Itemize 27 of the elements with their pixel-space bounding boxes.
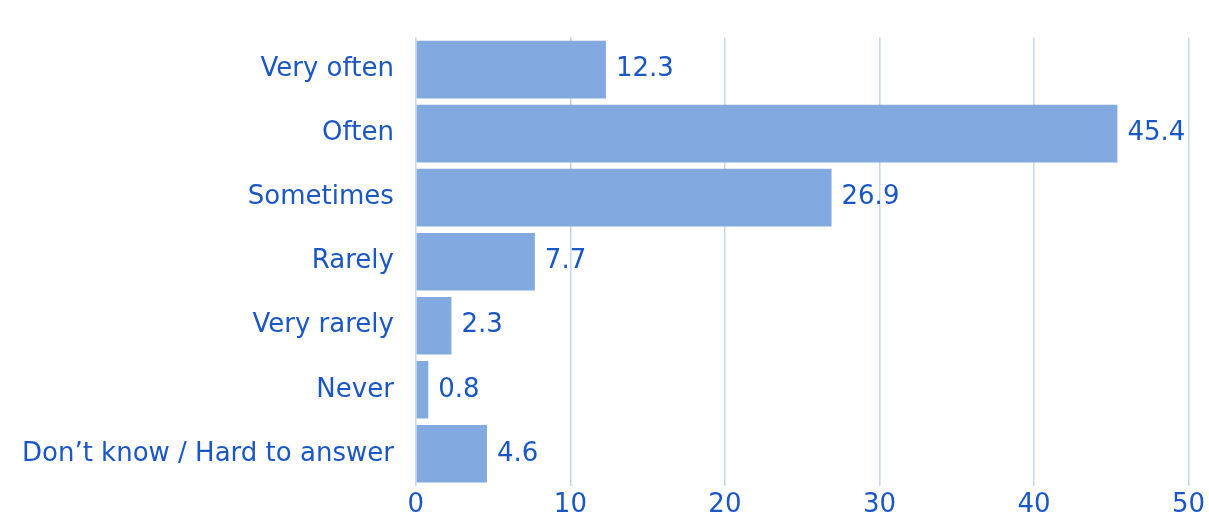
- y-tick-label: Often: [322, 116, 394, 147]
- data-label: 2.3: [461, 308, 503, 339]
- x-tick-label: 30: [862, 488, 896, 519]
- bar: [416, 424, 487, 483]
- bar: [416, 40, 606, 99]
- data-label: 26.9: [841, 180, 900, 211]
- x-tick-label: 10: [553, 488, 587, 519]
- bar: [416, 232, 535, 291]
- y-tick-label: Rarely: [311, 244, 394, 275]
- data-label: 45.4: [1127, 116, 1186, 147]
- y-tick-label: Sometimes: [247, 180, 394, 211]
- bar: [416, 168, 832, 227]
- data-label: 12.3: [615, 52, 674, 83]
- x-tick-label: 0: [407, 488, 425, 519]
- x-tick-label: 40: [1017, 488, 1051, 519]
- y-tick-label: Very rarely: [252, 308, 394, 339]
- x-tick-label: 20: [708, 488, 742, 519]
- y-tick-label: Never: [316, 372, 395, 403]
- y-tick-label: Don’t know / Hard to answer: [21, 436, 395, 467]
- data-label: 0.8: [438, 372, 480, 403]
- x-tick-label: 50: [1171, 488, 1205, 519]
- y-tick-label: Very often: [260, 52, 394, 83]
- bar: [416, 360, 429, 419]
- bar: [416, 104, 1118, 163]
- bar: [416, 296, 452, 355]
- data-label: 4.6: [496, 436, 539, 467]
- data-label: 7.7: [544, 244, 587, 275]
